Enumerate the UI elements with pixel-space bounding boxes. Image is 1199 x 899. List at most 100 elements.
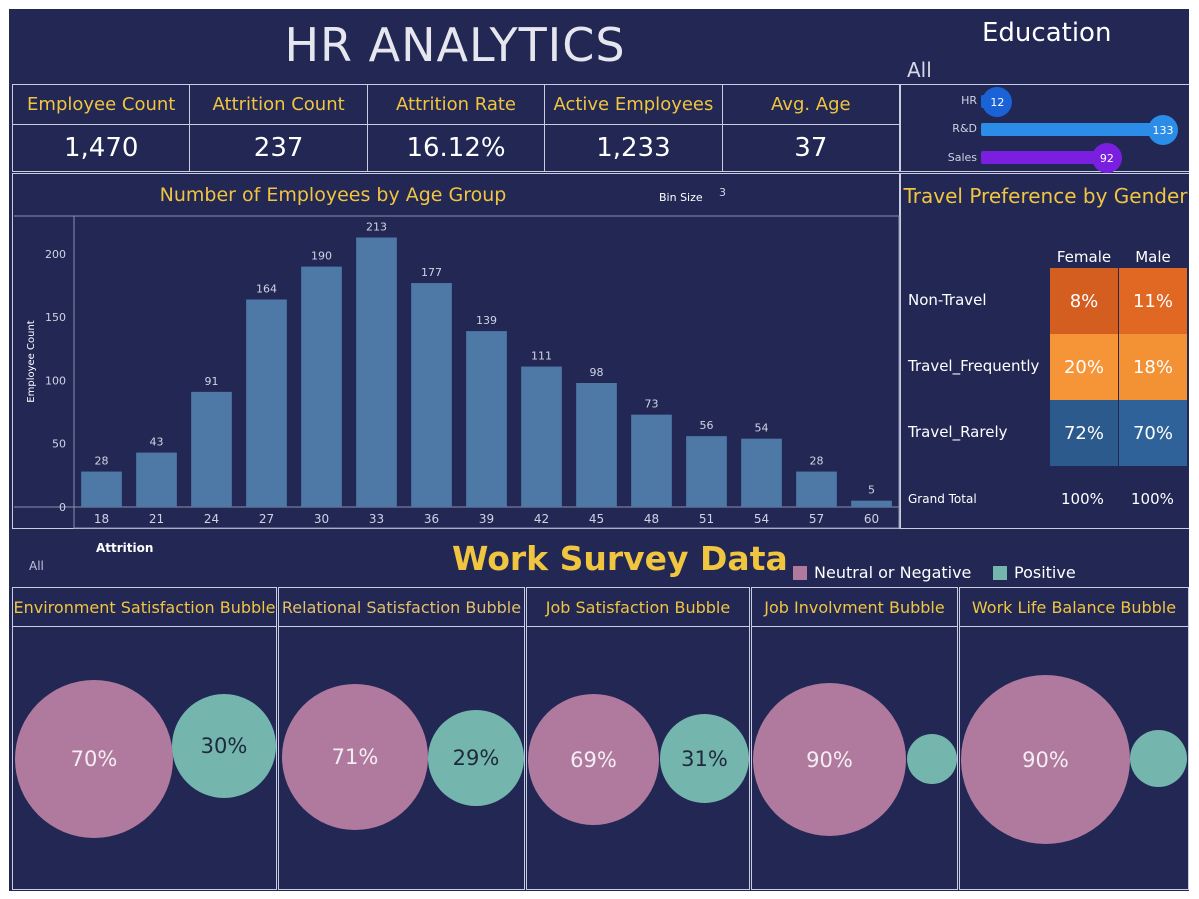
- kpi-attrition-rate: Attrition Rate 16.12%: [367, 85, 546, 171]
- travel-cell[interactable]: 11%: [1119, 268, 1187, 334]
- age-bar: [246, 299, 287, 507]
- bar-value-label: 43: [150, 436, 164, 449]
- bar-value-label: 164: [256, 283, 277, 296]
- kpi-value: 16.12%: [406, 133, 506, 163]
- travel-cell[interactable]: 20%: [1050, 334, 1118, 400]
- age-bar: [576, 383, 617, 507]
- x-tick-label: 27: [259, 512, 274, 526]
- dashboard-title: HR ANALYTICS: [284, 18, 626, 72]
- bar-value-label: 54: [755, 422, 769, 435]
- kpi-row: Employee Count 1,470 Attrition Count 237…: [12, 84, 900, 172]
- x-tick-label: 21: [149, 512, 164, 526]
- education-value-bubble[interactable]: 12: [982, 87, 1013, 117]
- age-bar: [136, 452, 177, 507]
- panel-title: Relational Satisfaction Bubble: [279, 588, 524, 627]
- travel-grand-total-label: Grand Total: [908, 492, 977, 506]
- education-value-bubble[interactable]: 133: [1148, 115, 1178, 145]
- y-tick-label: 100: [45, 374, 66, 387]
- legend-label: Positive: [1014, 563, 1076, 582]
- bubble-positive[interactable]: 29%: [428, 710, 524, 806]
- bubble-neutral-negative[interactable]: 90%: [961, 675, 1130, 844]
- kpi-label: Attrition Rate: [367, 85, 545, 125]
- age-bar: [741, 438, 782, 507]
- bin-size-label: Bin Size: [659, 191, 703, 204]
- legend-label: Neutral or Negative: [814, 563, 972, 582]
- legend-swatch: [993, 565, 1007, 580]
- bubble-positive[interactable]: [907, 734, 957, 784]
- work-life-balance-panel: Work Life Balance Bubble 90%: [959, 587, 1189, 890]
- y-axis-label: Employee Count: [26, 320, 37, 402]
- y-tick-label: 200: [45, 248, 66, 261]
- bar-value-label: 5: [868, 484, 875, 497]
- bar-value-label: 139: [476, 314, 497, 327]
- kpi-value: 1,233: [596, 133, 671, 163]
- y-tick-label: 50: [52, 438, 66, 451]
- travel-cell[interactable]: 18%: [1119, 334, 1187, 400]
- age-bar: [301, 266, 342, 507]
- bin-size-parameter[interactable]: 3: [719, 186, 726, 199]
- travel-cell[interactable]: 72%: [1050, 400, 1118, 466]
- panel-title: Job Satisfaction Bubble: [527, 588, 749, 627]
- bubble-positive[interactable]: [1130, 730, 1187, 787]
- y-tick-label: 0: [59, 501, 66, 514]
- x-tick-label: 24: [204, 512, 219, 526]
- kpi-value: 237: [253, 133, 304, 163]
- travel-row-label: Travel_Frequently: [908, 357, 1040, 375]
- age-bar: [851, 500, 892, 507]
- age-bar: [466, 331, 507, 507]
- age-bar: [356, 237, 397, 507]
- age-bar: [411, 283, 452, 507]
- education-chart: HR R&D Sales 12 133 92: [900, 84, 1189, 173]
- age-group-chart-panel: Number of Employees by Age Group Bin Siz…: [12, 173, 900, 529]
- education-label-sales: Sales: [947, 151, 977, 164]
- environment-satisfaction-panel: Environment Satisfaction Bubble 70% 30%: [12, 587, 277, 890]
- kpi-label: Active Employees: [545, 85, 722, 125]
- bar-value-label: 28: [810, 455, 824, 468]
- travel-cell[interactable]: 70%: [1119, 400, 1187, 466]
- x-tick-label: 57: [809, 512, 824, 526]
- bubble-neutral-negative[interactable]: 90%: [753, 683, 906, 836]
- bubble-positive[interactable]: 30%: [172, 694, 276, 798]
- panel-title: Environment Satisfaction Bubble: [13, 588, 276, 627]
- bubble-neutral-negative[interactable]: 71%: [282, 684, 428, 830]
- education-value-bubble[interactable]: 92: [1091, 143, 1122, 173]
- travel-cell[interactable]: 8%: [1050, 268, 1118, 334]
- bar-value-label: 190: [311, 250, 332, 263]
- education-label-rd: R&D: [952, 122, 977, 135]
- x-tick-label: 39: [479, 512, 494, 526]
- bubble-neutral-negative[interactable]: 69%: [528, 694, 659, 825]
- x-tick-label: 45: [589, 512, 604, 526]
- panel-title: Work Life Balance Bubble: [960, 588, 1188, 627]
- x-tick-label: 30: [314, 512, 329, 526]
- age-bar: [796, 471, 837, 507]
- x-tick-label: 48: [644, 512, 659, 526]
- education-label-hr: HR: [961, 94, 977, 107]
- travel-grand-total-male: 100%: [1131, 490, 1174, 508]
- kpi-attrition-count: Attrition Count 237: [190, 85, 368, 171]
- travel-col-female: Female: [1056, 248, 1112, 266]
- legend-positive[interactable]: Positive: [993, 563, 1076, 582]
- bubble-positive[interactable]: 31%: [660, 714, 749, 803]
- work-survey-title: Work Survey Data: [452, 539, 788, 578]
- travel-grand-total-female: 100%: [1061, 490, 1104, 508]
- legend-swatch: [793, 565, 807, 580]
- bar-value-label: 111: [531, 350, 552, 363]
- age-bar: [521, 366, 562, 507]
- x-tick-label: 42: [534, 512, 549, 526]
- kpi-label: Employee Count: [13, 85, 190, 125]
- kpi-value: 1,470: [63, 133, 139, 163]
- x-tick-label: 33: [369, 512, 384, 526]
- education-bar[interactable]: [981, 123, 1163, 136]
- y-tick-label: 150: [45, 311, 66, 324]
- attrition-filter-dropdown[interactable]: All: [29, 559, 44, 573]
- x-tick-label: 60: [864, 512, 879, 526]
- education-bar[interactable]: [981, 151, 1107, 164]
- education-filter-dropdown[interactable]: All: [907, 58, 932, 82]
- age-bar: [686, 436, 727, 507]
- travel-row-label: Non-Travel: [908, 291, 987, 309]
- kpi-active-employees: Active Employees 1,233: [545, 85, 723, 171]
- bubble-neutral-negative[interactable]: 70%: [15, 680, 173, 838]
- kpi-value: 37: [794, 133, 828, 163]
- legend-neutral-negative[interactable]: Neutral or Negative: [793, 563, 971, 582]
- relational-satisfaction-panel: Relational Satisfaction Bubble 71% 29%: [278, 587, 525, 890]
